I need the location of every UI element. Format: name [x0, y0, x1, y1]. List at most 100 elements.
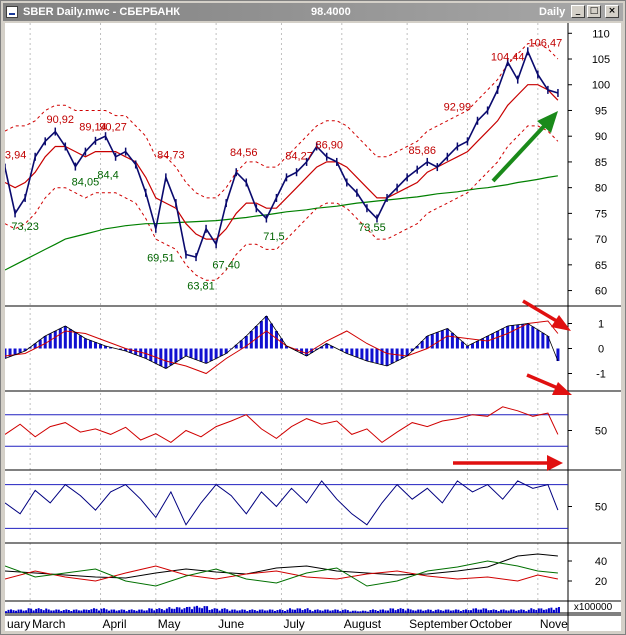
- volume-bar: [190, 609, 193, 613]
- volume-bar: [10, 609, 13, 613]
- volume-bar: [35, 608, 38, 613]
- volume-bar: [346, 610, 349, 613]
- histogram-bar: [33, 343, 37, 349]
- y-tick-label: 90: [595, 131, 607, 143]
- volume-bar: [226, 609, 229, 613]
- volume-bar: [118, 610, 121, 613]
- volume-bar: [175, 607, 178, 613]
- volume-bar: [70, 611, 73, 613]
- histogram-bar: [174, 348, 178, 363]
- histogram-bar: [425, 336, 429, 349]
- volume-bar: [30, 608, 33, 613]
- volume-bar: [160, 609, 163, 613]
- volume-bar: [52, 610, 55, 613]
- low-price-label: 73,23: [11, 221, 39, 233]
- uptrend-arrow: [491, 121, 549, 183]
- volume-bar: [394, 610, 397, 613]
- y-tick-label: -1: [596, 369, 606, 381]
- volume-bar: [522, 609, 525, 613]
- volume-bar: [344, 609, 347, 613]
- volume-bar: [173, 608, 176, 613]
- histogram-bar: [58, 328, 62, 349]
- volume-bar: [520, 609, 523, 613]
- volume-bar: [17, 609, 20, 613]
- volume-bar: [459, 611, 462, 613]
- y-tick-label: 1: [598, 319, 604, 331]
- volume-bar: [341, 609, 344, 613]
- red-oscillator-arrowhead: [552, 382, 572, 395]
- volume-bar: [447, 609, 450, 613]
- volume-bar: [211, 609, 214, 613]
- volume-bar: [289, 608, 292, 613]
- volume-bar: [422, 610, 425, 613]
- volume-bar: [72, 609, 75, 613]
- long-moving-average-line: [5, 175, 558, 271]
- histogram-bar: [415, 346, 419, 349]
- volume-bar: [414, 610, 417, 613]
- volume-bar: [268, 609, 271, 613]
- volume-bar: [389, 608, 392, 613]
- volume-bar: [193, 606, 196, 613]
- volume-bar: [103, 608, 106, 613]
- volume-bar: [487, 610, 490, 613]
- y-tick-label: 75: [595, 208, 607, 220]
- volume-bar: [100, 608, 103, 613]
- histogram-bar: [149, 348, 153, 361]
- volume-bar: [246, 611, 249, 613]
- volume-bar: [221, 608, 224, 613]
- volume-bar: [417, 609, 420, 613]
- histogram-bar: [5, 348, 7, 359]
- volume-bar: [45, 608, 48, 613]
- volume-bar: [67, 609, 70, 613]
- high-price-label: 92,99: [444, 101, 472, 113]
- histogram-bar: [470, 343, 474, 349]
- volume-bar: [457, 609, 460, 613]
- y-tick-label: 80: [595, 183, 607, 195]
- volume-bar: [32, 610, 35, 613]
- minimize-button[interactable]: _: [571, 5, 585, 18]
- close-button[interactable]: ×: [605, 5, 619, 18]
- histogram-bar: [109, 347, 113, 349]
- histogram-bar: [300, 348, 304, 354]
- volume-bar: [454, 609, 457, 613]
- histogram-bar: [315, 348, 319, 350]
- volume-bar: [216, 608, 219, 613]
- histogram-bar: [88, 340, 92, 349]
- histogram-bar: [83, 338, 87, 349]
- volume-bar: [296, 608, 299, 613]
- volume-bar: [542, 609, 545, 613]
- volume-bar: [123, 609, 126, 613]
- histogram-bar: [43, 336, 47, 349]
- histogram-bar: [320, 346, 324, 349]
- volume-bar: [331, 610, 334, 613]
- volume-bar: [472, 608, 475, 613]
- title-bar[interactable]: SBER Daily.mwc - СБЕРБАНК 98.4000 Daily …: [3, 3, 623, 21]
- volume-bar: [510, 609, 513, 613]
- volume-bar: [153, 610, 156, 613]
- histogram-bar: [269, 323, 273, 349]
- volume-bar: [241, 609, 244, 613]
- month-label: March: [32, 617, 65, 631]
- volume-bar: [399, 608, 402, 613]
- volume-bar: [128, 609, 131, 613]
- volume-bar: [62, 610, 65, 613]
- volume-bar: [339, 611, 342, 613]
- histogram-bar: [219, 348, 223, 356]
- window-icon[interactable]: [6, 6, 18, 18]
- volume-bar: [165, 608, 168, 613]
- volume-bar: [75, 609, 78, 613]
- blue-oscillator-arrowhead: [547, 455, 563, 471]
- maximize-button[interactable]: □: [587, 5, 601, 18]
- histogram-bar: [28, 347, 32, 349]
- histogram-bar: [134, 348, 138, 355]
- volume-bar: [462, 609, 465, 613]
- histogram-bar: [169, 348, 173, 366]
- volume-bar: [444, 609, 447, 613]
- histogram-bar: [129, 348, 133, 353]
- volume-bar: [135, 610, 138, 613]
- histogram-bar: [249, 331, 253, 349]
- histogram-bar: [63, 326, 67, 349]
- histogram-bar: [124, 348, 128, 351]
- y-tick-label: 85: [595, 157, 607, 169]
